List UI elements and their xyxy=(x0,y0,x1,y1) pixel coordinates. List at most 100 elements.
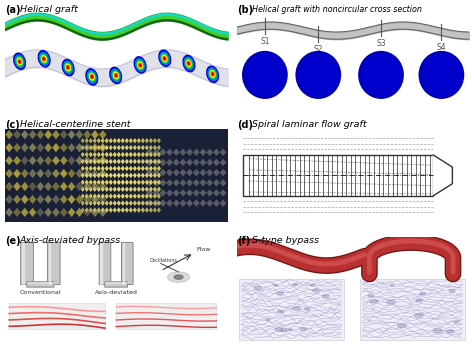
Polygon shape xyxy=(97,145,101,150)
Polygon shape xyxy=(105,193,109,199)
Polygon shape xyxy=(13,182,21,191)
Circle shape xyxy=(368,294,374,297)
Text: Oscillations: Oscillations xyxy=(149,259,178,263)
Polygon shape xyxy=(129,186,133,192)
Polygon shape xyxy=(89,152,93,157)
Ellipse shape xyxy=(366,60,394,89)
Polygon shape xyxy=(113,138,117,143)
Polygon shape xyxy=(83,208,91,217)
Polygon shape xyxy=(145,138,149,143)
Polygon shape xyxy=(85,166,89,171)
Polygon shape xyxy=(129,200,133,206)
Polygon shape xyxy=(52,143,60,152)
Ellipse shape xyxy=(114,72,118,79)
Polygon shape xyxy=(97,200,101,206)
Polygon shape xyxy=(101,207,105,213)
Polygon shape xyxy=(125,138,129,143)
Polygon shape xyxy=(85,145,89,150)
Polygon shape xyxy=(117,186,121,192)
Ellipse shape xyxy=(300,55,337,95)
Ellipse shape xyxy=(185,59,192,68)
Polygon shape xyxy=(157,152,161,157)
Polygon shape xyxy=(113,166,117,171)
Polygon shape xyxy=(137,207,141,213)
Polygon shape xyxy=(137,159,141,164)
Ellipse shape xyxy=(38,51,50,67)
Ellipse shape xyxy=(88,72,95,82)
Polygon shape xyxy=(117,159,121,164)
Ellipse shape xyxy=(368,62,391,87)
Circle shape xyxy=(275,328,283,331)
Polygon shape xyxy=(105,166,109,171)
Polygon shape xyxy=(89,193,93,199)
Text: (b): (b) xyxy=(237,5,253,15)
Polygon shape xyxy=(99,143,107,152)
Polygon shape xyxy=(68,156,75,165)
Polygon shape xyxy=(91,208,99,217)
Polygon shape xyxy=(109,200,113,206)
Ellipse shape xyxy=(308,62,331,87)
Polygon shape xyxy=(180,159,186,166)
Polygon shape xyxy=(45,195,52,204)
Polygon shape xyxy=(213,159,220,166)
Polygon shape xyxy=(91,195,99,204)
Polygon shape xyxy=(117,193,121,199)
Polygon shape xyxy=(97,193,101,199)
Polygon shape xyxy=(137,179,141,185)
Polygon shape xyxy=(97,186,101,192)
Polygon shape xyxy=(93,166,97,171)
Polygon shape xyxy=(81,152,85,157)
Ellipse shape xyxy=(19,61,20,62)
Polygon shape xyxy=(52,208,60,217)
Polygon shape xyxy=(146,159,153,166)
Polygon shape xyxy=(109,138,113,143)
Polygon shape xyxy=(153,169,160,176)
Polygon shape xyxy=(29,195,36,204)
Polygon shape xyxy=(109,179,113,185)
Polygon shape xyxy=(141,145,145,150)
Polygon shape xyxy=(220,199,227,207)
Polygon shape xyxy=(206,199,213,207)
Ellipse shape xyxy=(442,71,447,76)
Polygon shape xyxy=(36,208,44,217)
Ellipse shape xyxy=(87,70,97,83)
Polygon shape xyxy=(99,195,107,204)
Polygon shape xyxy=(85,207,89,213)
Polygon shape xyxy=(153,149,160,156)
Bar xyxy=(360,279,465,340)
Circle shape xyxy=(281,329,287,332)
Polygon shape xyxy=(60,182,68,191)
Polygon shape xyxy=(129,179,133,185)
Polygon shape xyxy=(160,199,166,207)
Polygon shape xyxy=(105,186,109,192)
Polygon shape xyxy=(206,189,213,196)
Polygon shape xyxy=(105,152,109,157)
Ellipse shape xyxy=(314,66,328,81)
Text: (a): (a) xyxy=(5,5,20,15)
Ellipse shape xyxy=(186,60,191,67)
Polygon shape xyxy=(146,189,153,196)
Ellipse shape xyxy=(370,64,388,84)
Polygon shape xyxy=(193,159,200,166)
Polygon shape xyxy=(121,166,125,171)
Polygon shape xyxy=(93,186,97,192)
Ellipse shape xyxy=(66,65,69,69)
Ellipse shape xyxy=(18,60,21,64)
Ellipse shape xyxy=(184,57,193,70)
Polygon shape xyxy=(137,193,141,199)
Polygon shape xyxy=(137,186,141,192)
Polygon shape xyxy=(141,166,145,171)
Polygon shape xyxy=(21,143,28,152)
Polygon shape xyxy=(137,166,141,171)
Polygon shape xyxy=(129,207,133,213)
Ellipse shape xyxy=(14,53,26,69)
Polygon shape xyxy=(121,173,125,178)
Polygon shape xyxy=(45,143,52,152)
Polygon shape xyxy=(109,207,113,213)
Polygon shape xyxy=(5,156,13,165)
Polygon shape xyxy=(75,182,83,191)
Polygon shape xyxy=(149,159,153,164)
Polygon shape xyxy=(29,208,36,217)
Polygon shape xyxy=(75,130,83,139)
Polygon shape xyxy=(129,138,133,143)
